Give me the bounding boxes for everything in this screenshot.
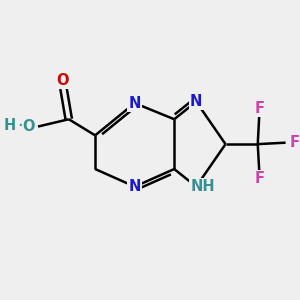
Text: ·: · [17,117,22,135]
Text: N: N [190,94,203,109]
Text: N: N [128,96,141,111]
Text: O: O [56,73,68,88]
Text: F: F [254,100,264,116]
Text: NH: NH [190,179,215,194]
Text: F: F [254,171,264,186]
Text: H: H [4,118,16,133]
Text: F: F [290,135,299,150]
Text: N: N [128,179,141,194]
Text: O: O [22,119,35,134]
